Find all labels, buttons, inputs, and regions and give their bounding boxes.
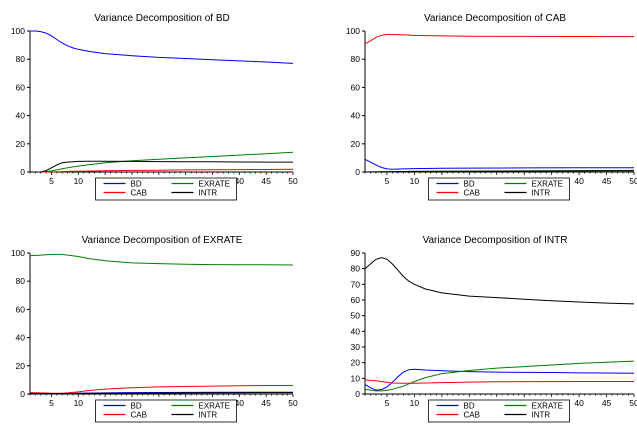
- x-tick-label: 45: [261, 176, 271, 186]
- chart-title: Variance Decomposition of INTR: [423, 235, 568, 246]
- legend-label-cab: CAB: [131, 189, 147, 198]
- legend-label-exrate: EXRATE: [532, 180, 563, 189]
- y-tick-label: 0: [20, 167, 25, 177]
- legend-box: [95, 177, 237, 201]
- y-tick-label: 80: [351, 54, 361, 64]
- series-line-exrate: [364, 360, 635, 392]
- y-tick-label: 40: [16, 111, 26, 121]
- chart-panel-3: Variance Decomposition of EXRATE 0 20 40 60 8…: [11, 235, 298, 423]
- legend-label-cab: CAB: [464, 189, 480, 198]
- x-tick-label: 45: [261, 398, 271, 408]
- x-tick-label: 5: [49, 176, 54, 186]
- y-tick-label: 50: [351, 311, 361, 321]
- y-tick-label: 80: [16, 276, 26, 286]
- series-line-intr: [364, 257, 635, 305]
- x-tick-label: 40: [235, 398, 245, 408]
- legend-label-bd: BD: [464, 402, 475, 411]
- y-tick-label: 40: [351, 326, 361, 336]
- x-tick-label: 40: [574, 398, 584, 408]
- chart-panel-1: Variance Decomposition of BD 0 20 40 60 80 100…: [11, 13, 298, 201]
- x-tick-label: 10: [410, 176, 420, 186]
- series-line-cab: [30, 168, 294, 173]
- legend-label-bd: BD: [131, 180, 142, 189]
- chart-title: Variance Decomposition of EXRATE: [82, 235, 243, 246]
- y-tick-label: 100: [11, 26, 25, 36]
- series-line-intr: [30, 160, 293, 173]
- y-tick-label: 100: [346, 26, 360, 36]
- legend-label-cab: CAB: [131, 411, 147, 420]
- y-tick-label: 60: [351, 82, 361, 92]
- x-tick-label: 10: [74, 176, 84, 186]
- y-tick-label: 10: [351, 373, 361, 383]
- y-tick-label: 100: [11, 248, 25, 258]
- y-tick-label: 0: [355, 167, 360, 177]
- series-line-intr: [29, 392, 294, 395]
- y-tick-label: 40: [16, 333, 26, 343]
- chart-panel-4: Variance Decomposition of INTR 0 10 20 30 40 5…: [351, 235, 637, 423]
- x-tick-label: 5: [385, 398, 390, 408]
- y-tick-label: 60: [16, 82, 26, 92]
- y-tick-label: 20: [351, 358, 361, 368]
- x-tick-label: 50: [288, 398, 298, 408]
- x-tick-label: 40: [235, 176, 245, 186]
- x-tick-label: 10: [410, 398, 420, 408]
- legend-box: [428, 177, 570, 201]
- legend-box: [428, 399, 570, 423]
- y-tick-label: 70: [351, 279, 361, 289]
- y-tick-label: 0: [20, 389, 25, 399]
- y-tick-label: 90: [351, 248, 361, 258]
- y-tick-label: 30: [351, 342, 361, 352]
- y-tick-label: 80: [351, 264, 361, 274]
- x-tick-label: 45: [602, 398, 612, 408]
- y-tick-label: 0: [355, 389, 360, 399]
- x-tick-label: 10: [74, 398, 84, 408]
- series-line-cab: [364, 379, 634, 384]
- legend-label-exrate: EXRATE: [199, 402, 230, 411]
- series-line-cab: [364, 34, 635, 45]
- y-tick-label: 20: [16, 139, 26, 149]
- y-tick-label: 40: [351, 111, 361, 121]
- legend-label-cab: CAB: [464, 411, 480, 420]
- series-line-intr: [364, 170, 635, 173]
- legend-label-intr: INTR: [532, 189, 551, 198]
- chart-panel-2: Variance Decomposition of CAB 0 20 40 60 80 10…: [346, 13, 637, 201]
- x-tick-label: 50: [629, 398, 637, 408]
- x-tick-label: 45: [602, 176, 612, 186]
- series-line-bd: [364, 158, 634, 170]
- x-tick-label: 5: [385, 176, 390, 186]
- y-tick-label: 20: [16, 361, 26, 371]
- chart-title: Variance Decomposition of BD: [94, 13, 229, 24]
- legend-label-bd: BD: [464, 180, 475, 189]
- x-tick-label: 40: [574, 176, 584, 186]
- x-tick-label: 5: [49, 398, 54, 408]
- y-tick-label: 20: [351, 139, 361, 149]
- legend-label-intr: INTR: [532, 411, 551, 420]
- chart-title: Variance Decomposition of CAB: [424, 13, 566, 24]
- y-tick-label: 60: [16, 304, 26, 314]
- y-tick-label: 60: [351, 295, 361, 305]
- x-tick-label: 50: [629, 176, 637, 186]
- legend-label-exrate: EXRATE: [199, 180, 230, 189]
- legend-label-intr: INTR: [199, 189, 218, 198]
- series-line-bd: [30, 30, 294, 64]
- legend-label-bd: BD: [131, 402, 142, 411]
- y-tick-label: 80: [16, 54, 26, 64]
- series-line-bd: [364, 368, 635, 391]
- legend-label-exrate: EXRATE: [532, 402, 563, 411]
- series-line-exrate: [29, 253, 294, 266]
- x-tick-label: 50: [288, 176, 298, 186]
- legend-label-intr: INTR: [199, 411, 218, 420]
- legend-box: [95, 399, 237, 423]
